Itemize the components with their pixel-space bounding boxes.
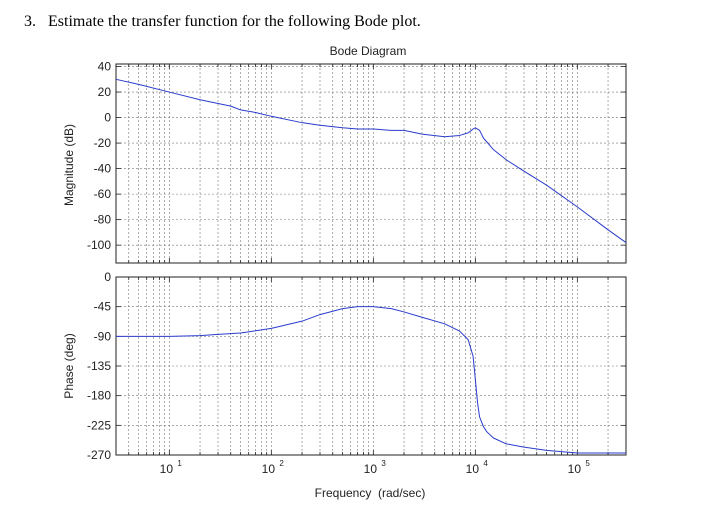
x-tick-label-exponent: 2: [279, 459, 284, 468]
question-text: 3. Estimate the transfer function for th…: [24, 13, 421, 31]
y-tick-label: 0: [104, 111, 111, 125]
phase-panel: 0 -45 -90 -135 -180 -225 -270: [87, 270, 627, 462]
magnitude-panel: 40 20 0 -20 -40 -60 -80 -100: [87, 60, 627, 264]
y-tick-label: 40: [98, 60, 112, 74]
x-tick-label-exponent: 3: [381, 459, 386, 468]
question-number: 3.: [24, 13, 36, 30]
x-axis-label: Frequency (rad/sec): [315, 486, 426, 500]
x-tick-label-base: 10: [364, 462, 378, 476]
series-line: [116, 306, 626, 454]
y-tick-label: -100: [87, 238, 111, 252]
chart-title: Bode Diagram: [330, 44, 407, 58]
x-tick-label: 10 4: [466, 459, 489, 476]
x-tick-label: 10 2: [262, 459, 285, 476]
series-line: [115, 78, 627, 243]
x-tick-label-exponent: 5: [585, 459, 590, 468]
y-tick-label: -60: [94, 187, 112, 201]
y-tick-label: -40: [94, 162, 112, 176]
x-tick-label-base: 10: [160, 462, 174, 476]
x-tick-label: 10 3: [364, 459, 387, 476]
y-tick-label: 20: [98, 85, 112, 99]
x-tick-label: 10 1: [160, 459, 183, 476]
y-tick-label: -80: [94, 213, 112, 227]
y-tick-label: 0: [104, 270, 111, 284]
y-tick-label: -20: [94, 136, 112, 150]
x-tick-label: 10 5: [568, 459, 591, 476]
y-tick-label: -45: [94, 300, 112, 314]
y-tick-label: -180: [87, 389, 111, 403]
x-tick-label-base: 10: [568, 462, 582, 476]
x-tick-label-exponent: 4: [483, 459, 488, 468]
magnitude-axis-label: Magnitude (dB): [62, 124, 76, 206]
frequency-axis: 10 1 10 2 10 3 10 4 10 5: [160, 459, 591, 476]
phase-axis-label: Phase (deg): [62, 333, 76, 398]
y-tick-label: -270: [87, 448, 111, 462]
y-tick-label: -135: [87, 359, 111, 373]
y-tick-label: -90: [94, 329, 112, 343]
x-tick-label-exponent: 1: [177, 459, 182, 468]
x-tick-label-base: 10: [466, 462, 480, 476]
y-tick-label: -225: [87, 418, 111, 432]
x-tick-label-base: 10: [262, 462, 276, 476]
plot-frame: [115, 63, 627, 264]
question-body: Estimate the transfer function for the f…: [48, 13, 421, 30]
